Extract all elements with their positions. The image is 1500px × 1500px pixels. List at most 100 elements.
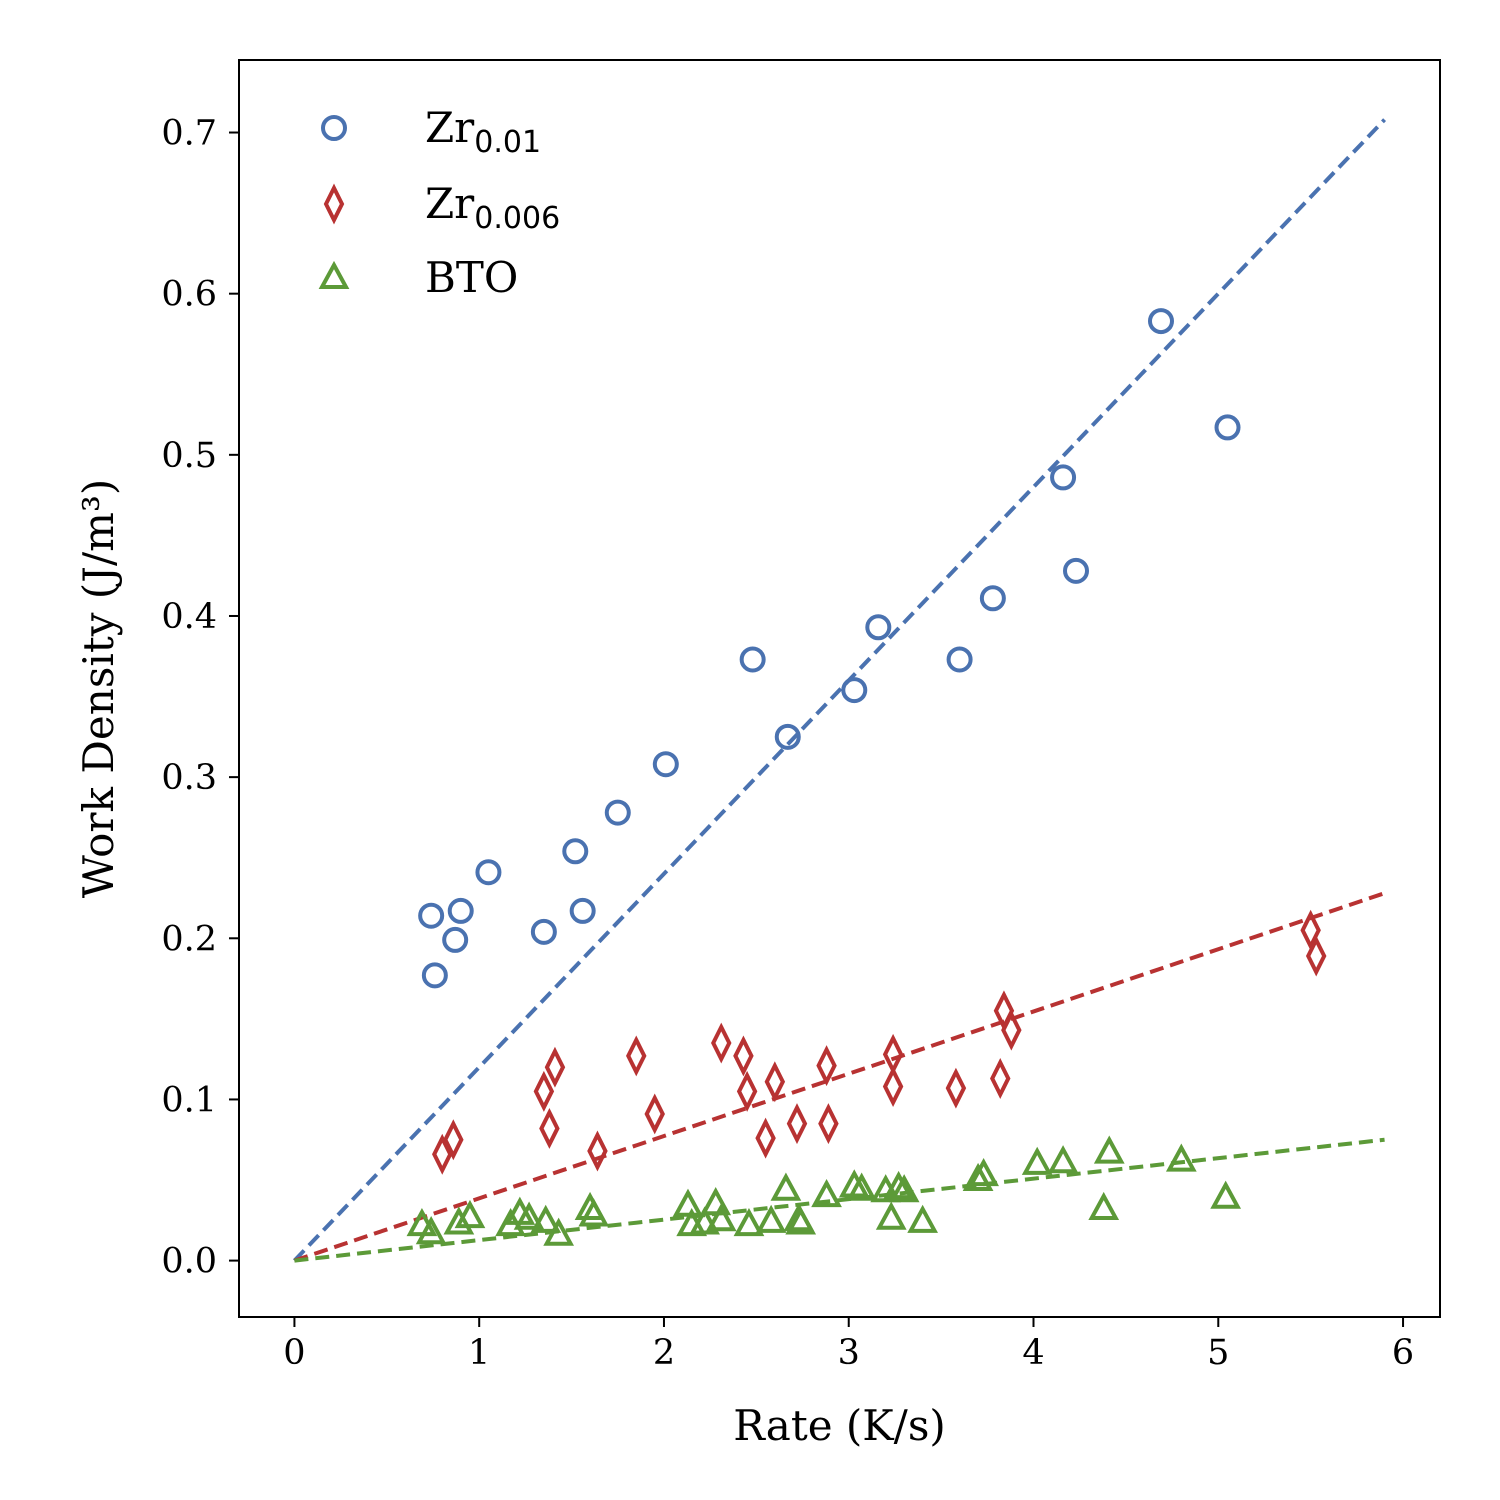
y-tick-label: 0.2 <box>161 919 217 959</box>
data-point <box>846 1172 878 1201</box>
data-point <box>700 1187 732 1216</box>
data-point <box>475 859 502 886</box>
data-point <box>945 1067 967 1109</box>
x-tick-label: 1 <box>468 1333 490 1373</box>
x-tick-label: 2 <box>653 1333 675 1373</box>
data-point <box>443 1206 475 1235</box>
data-point <box>1050 464 1077 491</box>
data-point <box>705 1203 737 1232</box>
data-point <box>1210 1180 1242 1209</box>
data-point <box>755 1204 787 1233</box>
x-tick-label: 0 <box>283 1333 305 1373</box>
legend-label-subscript: 0.01 <box>474 125 541 160</box>
legend-marker <box>318 260 350 289</box>
x-tick-label: 6 <box>1392 1333 1414 1373</box>
data-point <box>672 1188 704 1217</box>
series-1 <box>293 891 1386 1263</box>
data-point <box>421 962 448 989</box>
data-point <box>907 1204 939 1233</box>
data-point <box>733 1207 765 1237</box>
data-point <box>604 799 631 826</box>
data-point <box>530 918 557 945</box>
legend-label: Zr0.01 <box>425 103 541 160</box>
data-point <box>838 1169 870 1198</box>
data-point <box>418 902 445 929</box>
legend-label-base: Zr <box>425 103 475 152</box>
data-point <box>689 1206 720 1235</box>
data-point <box>990 1058 1011 1099</box>
data-point <box>454 1199 486 1229</box>
data-point <box>883 1170 914 1200</box>
data-point <box>543 1217 575 1246</box>
data-point <box>1093 1135 1125 1164</box>
x-axis-ticks: 0 1 2 3 4 5 6 <box>283 1317 1414 1373</box>
x-tick-label: 5 <box>1207 1333 1229 1373</box>
data-point <box>888 1174 920 1203</box>
data-point <box>447 897 474 924</box>
y-tick-label: 0.7 <box>161 114 217 154</box>
data-point <box>644 1093 665 1135</box>
legend-label-base: Zr <box>425 179 475 228</box>
data-point <box>652 751 679 778</box>
series-0 <box>292 118 1387 1262</box>
legend-marker <box>321 115 347 141</box>
fit-line <box>294 1137 1385 1263</box>
legend-label-base: BTO <box>425 253 518 302</box>
data-point <box>415 1216 447 1245</box>
y-tick-label: 0.1 <box>161 1080 217 1120</box>
data-point <box>733 1035 754 1077</box>
data-point <box>1021 1146 1053 1175</box>
axes-frame <box>238 59 1441 1318</box>
series-2 <box>294 1135 1385 1263</box>
data-point <box>569 897 596 924</box>
fit-line <box>293 891 1386 1263</box>
data-point <box>770 1172 802 1201</box>
data-point <box>626 1035 647 1077</box>
legend-label: Zr0.006 <box>425 179 560 236</box>
plot-area <box>292 118 1387 1263</box>
y-axis-ticks: 0.0 0.1 0.2 0.3 0.4 0.5 0.6 0.7 <box>161 114 239 1282</box>
y-tick-label: 0.4 <box>161 597 217 637</box>
data-point <box>432 1133 453 1175</box>
x-tick-label: 4 <box>1022 1333 1044 1373</box>
data-point <box>979 585 1006 612</box>
data-point <box>946 646 973 673</box>
data-point <box>786 1103 808 1145</box>
legend-label-subscript: 0.006 <box>474 201 560 236</box>
data-point <box>739 646 766 673</box>
data-point <box>539 1107 560 1149</box>
fit-line <box>292 118 1387 1262</box>
data-point <box>1305 935 1327 977</box>
data-point <box>587 1130 608 1172</box>
data-point <box>578 1198 610 1227</box>
data-point <box>1165 1143 1197 1172</box>
legend-label: BTO <box>425 253 518 302</box>
data-point <box>1147 308 1174 335</box>
data-point <box>764 1061 786 1103</box>
data-point <box>1214 414 1241 441</box>
data-point <box>562 838 589 865</box>
y-tick-label: 0.3 <box>161 758 217 798</box>
data-point <box>544 1046 566 1088</box>
data-point <box>736 1070 758 1112</box>
y-tick-label: 0.6 <box>161 275 217 315</box>
data-point <box>711 1022 732 1064</box>
data-point <box>530 1204 562 1233</box>
data-point <box>882 1033 904 1075</box>
y-axis-label: Work Density (J/m³) <box>74 479 123 898</box>
x-axis-label: Rate (K/s) <box>733 1401 946 1450</box>
data-point <box>1088 1191 1120 1221</box>
data-point <box>442 926 469 953</box>
data-point <box>841 677 868 704</box>
data-point <box>443 1119 464 1161</box>
data-point <box>962 1162 994 1192</box>
y-tick-label: 0.0 <box>161 1242 217 1282</box>
data-point <box>1063 557 1090 584</box>
data-point <box>865 614 892 641</box>
data-point <box>875 1201 907 1230</box>
data-point <box>1001 1009 1022 1051</box>
data-point <box>785 1206 817 1235</box>
data-point <box>818 1103 839 1145</box>
